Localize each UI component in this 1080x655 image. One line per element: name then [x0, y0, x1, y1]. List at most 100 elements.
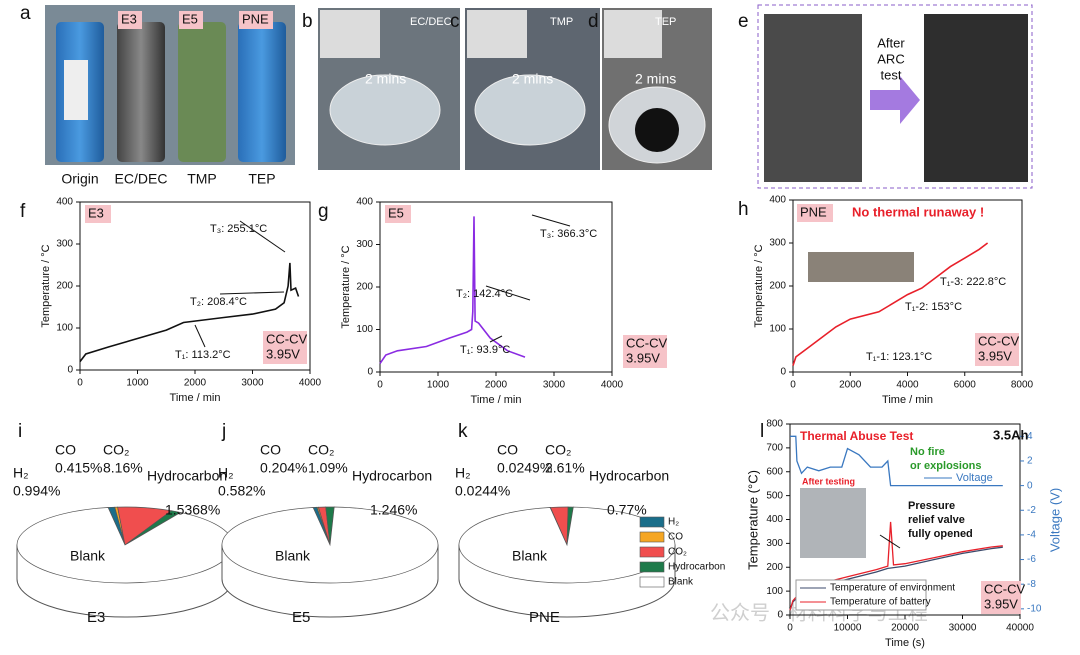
note: No fire — [910, 446, 945, 458]
condition-bg — [623, 350, 667, 368]
inset-photo — [808, 252, 914, 282]
panel-label: c — [450, 11, 460, 32]
barcode — [64, 60, 88, 120]
photo-tag-bg — [118, 11, 142, 29]
legend-label: H₂ — [668, 517, 679, 528]
slice-value: 1.5368% — [165, 502, 220, 518]
y-tick-label: 0 — [780, 367, 786, 378]
annotation: T₁-1: 123.1°C — [866, 351, 932, 363]
photo-e2 — [924, 14, 1028, 182]
annotation: T₃: 255.1°C — [210, 223, 267, 235]
legend-swatch — [639, 531, 665, 543]
annotation: T₃: 366.3°C — [540, 228, 597, 240]
pointer — [531, 214, 571, 227]
panel-label: f — [20, 201, 26, 222]
pie-title: E3 — [87, 609, 105, 626]
y-tick-label: 100 — [56, 323, 73, 334]
slice-category: H₂ — [455, 465, 471, 481]
cell — [117, 22, 165, 162]
photo-e1 — [764, 14, 862, 182]
annotation: Pressure — [908, 500, 955, 512]
chart-tag: PNE — [800, 204, 827, 219]
annotation: T₂: 142.4°C — [456, 288, 513, 300]
y-tick-label: 500 — [766, 490, 783, 501]
legend-swatch — [639, 516, 665, 528]
y-tick-label: 600 — [766, 466, 783, 477]
x-axis-label: Time / min — [471, 394, 522, 406]
arrow-text: After — [877, 35, 905, 50]
panel-label: a — [20, 3, 31, 24]
x-axis-label: Time (s) — [885, 637, 925, 649]
slice-category: CO — [260, 442, 281, 458]
y-tick-label: -10 — [1027, 603, 1042, 614]
arrow — [870, 76, 920, 124]
x-tick-label: 2000 — [184, 378, 207, 389]
y-tick-label: -8 — [1027, 579, 1036, 590]
pointer — [489, 335, 503, 343]
x-tick-label: 10000 — [834, 623, 862, 634]
slice-category: CO₂ — [308, 442, 334, 458]
note: No thermal runaway ! — [852, 204, 984, 219]
caption: TMP — [187, 171, 217, 187]
condition: 3.95V — [266, 346, 300, 361]
y-tick-label: 200 — [766, 562, 783, 573]
inset — [320, 10, 380, 58]
caption: TEP — [248, 171, 275, 187]
dish — [329, 74, 441, 146]
y-tick-label: 300 — [766, 538, 783, 549]
photo-l — [800, 488, 866, 558]
condition: 3.95V — [978, 348, 1012, 363]
slice-value: 2.61% — [545, 460, 585, 476]
cathode — [635, 108, 679, 152]
y-tick-label: -4 — [1027, 530, 1036, 541]
y-tick-label: 0 — [67, 365, 73, 376]
time: 2 mins — [512, 71, 553, 87]
line-series — [379, 216, 526, 364]
x-tick-label: 30000 — [949, 623, 977, 634]
arrow-text: ARC — [877, 51, 904, 66]
photo-tag: PNE — [242, 11, 269, 26]
y-tick-label: 400 — [56, 197, 73, 208]
x-tick-label: 6000 — [954, 380, 977, 391]
condition-bg — [263, 346, 307, 364]
slice-value: 1.09% — [308, 460, 348, 476]
x-axis-label: Time / min — [170, 392, 221, 404]
photo-tag: E3 — [121, 11, 137, 26]
y-tick-label: 400 — [766, 514, 783, 525]
x-tick-label: 2000 — [485, 380, 508, 391]
x-tick-label: 4000 — [299, 378, 322, 389]
pie-title: PNE — [529, 609, 560, 626]
x-tick-label: 1000 — [126, 378, 149, 389]
y-tick-label: 0 — [367, 367, 373, 378]
legend-swatch — [639, 546, 665, 558]
slice-value: 0.204% — [260, 460, 307, 476]
y-tick-label: 800 — [766, 419, 783, 430]
pie-title: E5 — [292, 609, 310, 626]
cell — [238, 22, 286, 162]
x-tick-label: 1000 — [427, 380, 450, 391]
x-tick-label: 3000 — [543, 380, 566, 391]
solvent: TMP — [550, 16, 573, 28]
chart-tag-bg — [85, 205, 111, 223]
x-tick-label: 4000 — [601, 380, 624, 391]
slice-value: 0.77% — [607, 502, 647, 518]
slice-category: Hydrocarbon — [352, 468, 432, 484]
solvent: TEP — [655, 16, 676, 28]
x-tick-label: 3000 — [241, 378, 264, 389]
legend-label: Voltage — [956, 472, 993, 484]
panel-label: l — [760, 421, 764, 442]
chart-tag-bg — [797, 204, 833, 222]
y-axis-label: Temperature / °C — [40, 244, 52, 327]
panel-label: j — [221, 421, 226, 442]
slice-category: Blank — [512, 548, 548, 564]
photo-label: After testing — [802, 476, 855, 486]
y-tick-label: -2 — [1027, 505, 1036, 516]
slice-category: Blank — [275, 548, 311, 564]
pointer — [219, 291, 285, 295]
y-tick-label: 300 — [769, 238, 786, 249]
line-series — [792, 242, 989, 366]
x-tick-label: 4000 — [896, 380, 919, 391]
y-tick-label: 100 — [769, 324, 786, 335]
condition-bg — [981, 596, 1021, 614]
